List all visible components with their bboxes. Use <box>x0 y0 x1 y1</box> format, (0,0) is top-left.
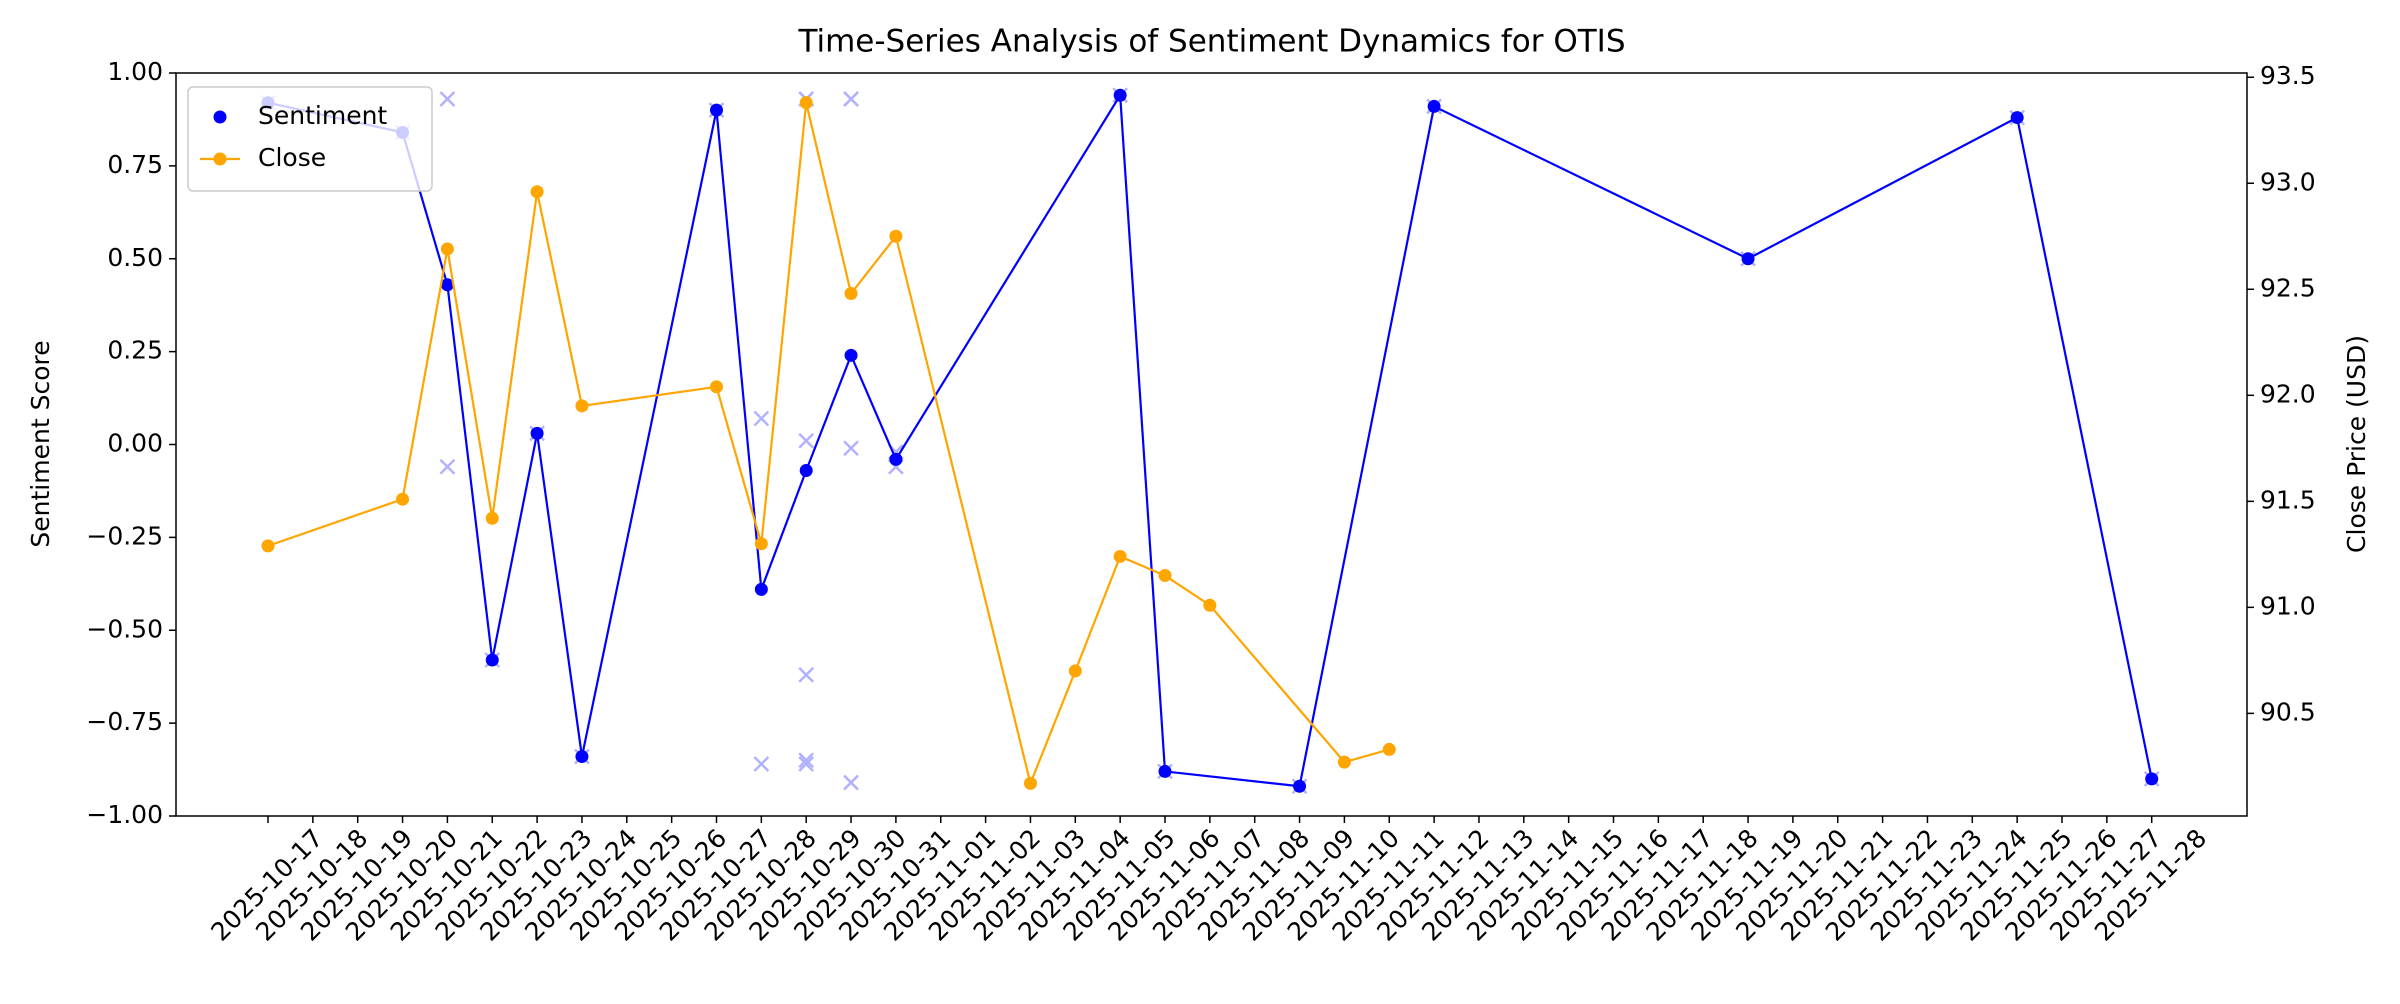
data-point <box>889 452 903 466</box>
raw-point <box>798 752 815 769</box>
data-point <box>710 380 723 394</box>
y-tick-label: −0.25 <box>86 521 163 550</box>
data-point <box>1113 88 1127 102</box>
data-point <box>1337 755 1351 769</box>
raw-point <box>843 774 859 791</box>
y-tick-label: 1.00 <box>107 57 163 86</box>
series-line <box>267 102 1390 787</box>
data-point <box>1158 764 1172 778</box>
y2-tick-label: 93.0 <box>2260 167 2316 196</box>
data-point <box>1293 779 1307 793</box>
chart-title: Time-Series Analysis of Sentiment Dynami… <box>798 24 1626 60</box>
raw-point <box>798 666 815 683</box>
legend-box <box>187 86 433 192</box>
data-point <box>844 348 858 362</box>
raw-point <box>798 432 815 449</box>
data-point <box>2010 111 2024 125</box>
data-point <box>710 103 723 117</box>
series-1 <box>261 96 1396 790</box>
data-point <box>754 582 768 596</box>
data-point <box>2145 772 2159 786</box>
y2-tick-label: 91.5 <box>2260 485 2316 514</box>
y2-axis-label: Close Price (USD) <box>2342 335 2371 553</box>
data-point <box>575 399 589 413</box>
y-axis-label: Sentiment Score <box>26 340 55 547</box>
raw-point <box>843 91 859 107</box>
raw-point <box>843 91 859 107</box>
data-point <box>1741 252 1755 266</box>
legend-label: Close <box>258 143 326 172</box>
series-line <box>267 91 2153 788</box>
data-point <box>799 464 813 478</box>
data-point <box>261 539 275 553</box>
data-point <box>1158 569 1172 583</box>
legend-marker <box>213 110 227 124</box>
raw-point <box>798 756 815 772</box>
legend-marker <box>213 152 227 166</box>
data-point <box>1382 742 1396 756</box>
y-tick-label: −0.75 <box>86 707 163 736</box>
data-point <box>530 185 544 199</box>
y2-tick-label: 92.0 <box>2260 379 2316 408</box>
raw-point <box>439 458 456 475</box>
y-tick-label: −0.50 <box>86 614 163 643</box>
data-point <box>1068 664 1082 678</box>
legend-label: Sentiment <box>258 101 387 130</box>
y2-tick-label: 90.5 <box>2260 697 2316 726</box>
data-point <box>799 96 813 110</box>
y2-tick-label: 91.0 <box>2260 591 2316 620</box>
data-point <box>575 750 589 764</box>
data-point <box>440 242 454 256</box>
data-point <box>844 287 858 301</box>
data-point <box>440 278 454 292</box>
data-point <box>1113 549 1127 563</box>
raw-point <box>753 756 770 772</box>
raw-point <box>439 91 456 107</box>
raw-point <box>753 410 770 427</box>
data-point <box>1203 598 1217 612</box>
data-point <box>754 537 768 551</box>
data-point <box>1023 776 1037 790</box>
data-point <box>889 229 903 243</box>
raw-point <box>843 440 859 457</box>
data-point <box>1427 99 1441 113</box>
y-tick-label: 0.00 <box>107 429 163 458</box>
data-point <box>485 653 499 667</box>
data-point <box>485 511 499 525</box>
y2-tick-label: 92.5 <box>2260 273 2316 302</box>
y-tick-label: 0.50 <box>107 243 163 272</box>
data-point <box>530 426 544 440</box>
legend: Sentiment Close <box>187 86 433 192</box>
y2-tick-label: 93.5 <box>2260 61 2316 90</box>
y-tick-label: −1.00 <box>86 800 163 829</box>
y-tick-label: 0.75 <box>107 150 163 179</box>
y-tick-label: 0.25 <box>107 336 163 365</box>
data-point <box>396 492 410 506</box>
